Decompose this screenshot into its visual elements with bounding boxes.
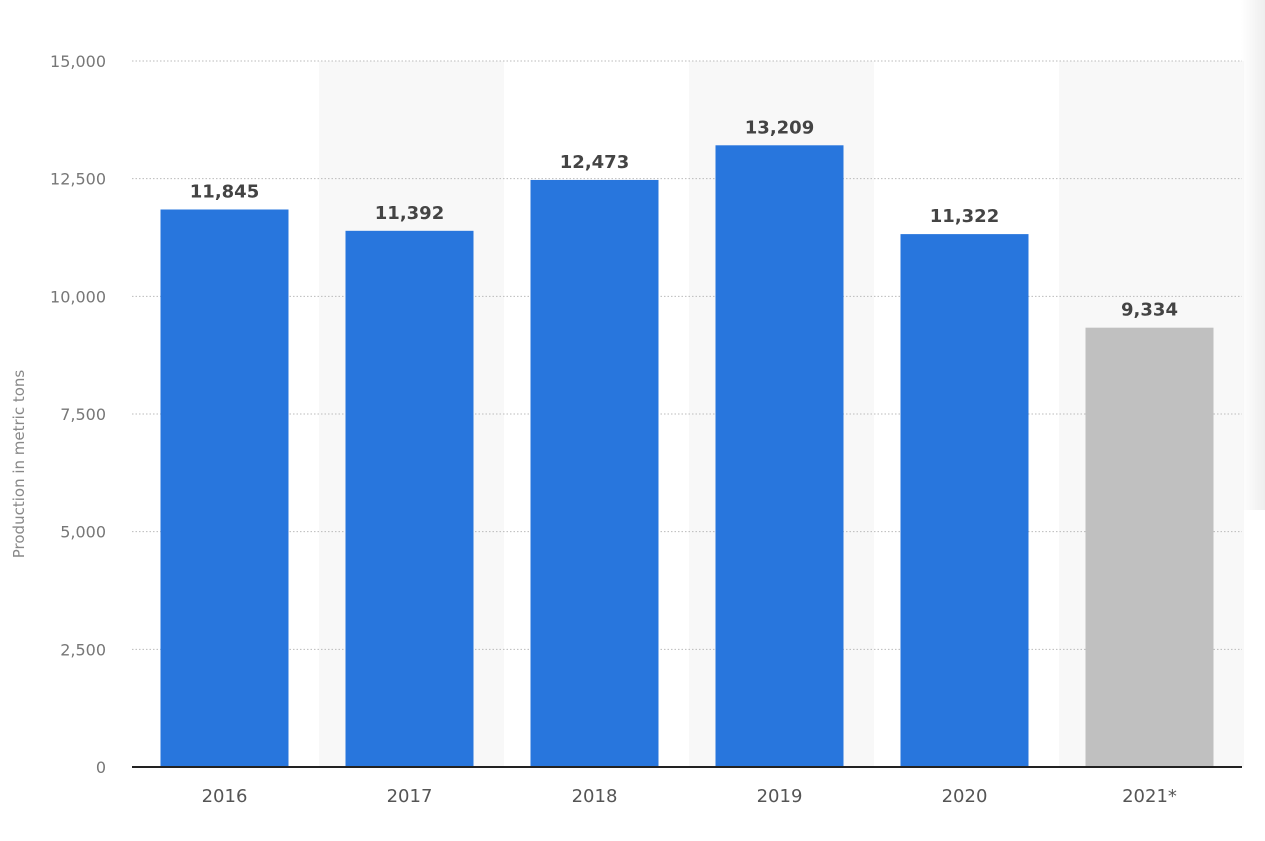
- bars: [160, 145, 1214, 768]
- data-label: 11,392: [375, 203, 444, 224]
- bar[interactable]: [345, 230, 474, 767]
- bar[interactable]: [900, 234, 1029, 767]
- y-tick-label: 15,000: [50, 52, 106, 71]
- data-label: 13,209: [745, 117, 814, 138]
- x-tick-label: 2019: [757, 786, 803, 807]
- data-label: 9,334: [1121, 300, 1178, 321]
- x-axis-ticks: 2016 2017 2018 2019 2020 2021*: [202, 786, 1177, 807]
- x-tick-label: 2021*: [1122, 786, 1177, 807]
- x-tick-label: 2016: [202, 786, 248, 807]
- bar[interactable]: [160, 209, 289, 767]
- data-label: 11,322: [930, 206, 999, 227]
- bar[interactable]: [530, 179, 659, 767]
- scroll-edge-shadow: [1241, 0, 1265, 510]
- y-tick-label: 12,500: [50, 170, 106, 189]
- y-axis-title: Production in metric tons: [10, 370, 28, 559]
- y-tick-label: 5,000: [60, 523, 106, 542]
- bar[interactable]: [1085, 327, 1214, 767]
- x-tick-label: 2018: [572, 786, 618, 807]
- y-axis-ticks: 0 2,500 5,000 7,500 10,000 12,500 15,000: [50, 52, 106, 777]
- x-tick-label: 2017: [387, 786, 433, 807]
- data-label: 12,473: [560, 152, 629, 173]
- y-tick-label: 10,000: [50, 287, 106, 306]
- bar[interactable]: [715, 145, 844, 768]
- y-tick-label: 7,500: [60, 405, 106, 424]
- x-tick-label: 2020: [942, 786, 988, 807]
- y-tick-label: 0: [96, 758, 106, 777]
- value-labels: 11,845 11,392 12,473 13,209 11,322 9,334: [190, 117, 1178, 320]
- y-tick-label: 2,500: [60, 640, 106, 659]
- gridlines: [132, 60, 1242, 650]
- data-label: 11,845: [190, 181, 259, 202]
